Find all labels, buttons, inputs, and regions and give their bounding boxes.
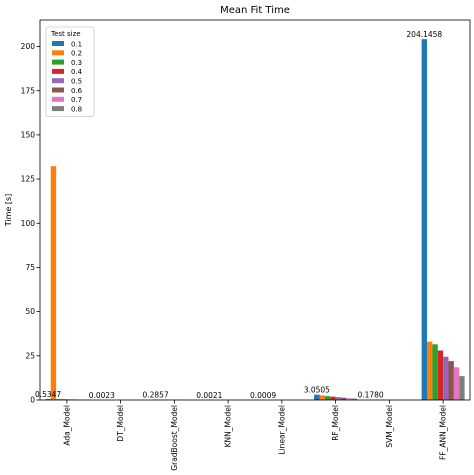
legend: Test size 0.1 0.20.30.4 0.50.60.70.8	[45, 26, 95, 117]
y-tick-label: 150	[21, 130, 36, 139]
legend-label: 0.8	[71, 105, 82, 113]
bar	[346, 398, 352, 400]
bar	[314, 394, 320, 400]
legend-swatch	[52, 106, 64, 112]
bar	[324, 396, 331, 400]
legend-label: 0.5	[71, 78, 82, 86]
bar	[421, 39, 427, 400]
legend-label: 0.1	[71, 40, 82, 48]
x-axis: Ada_Model DT_Model GradBoost_Model KNN_Mode…	[62, 400, 448, 471]
legend-label: 0.6	[71, 87, 83, 95]
y-tick-label: 25	[25, 351, 35, 360]
bar	[448, 361, 454, 400]
y-tick-label: 175	[21, 86, 36, 95]
bar	[437, 350, 444, 400]
y-axis-label: Time [s]	[4, 194, 13, 228]
bar	[459, 376, 465, 400]
y-axis: 0 25 50 75 100 125 150 175 200	[21, 42, 40, 405]
x-tick-label: GradBoost_Model	[170, 405, 179, 471]
bar-value-label: 0.0021	[196, 391, 222, 400]
bar-value-label: 0.0009	[250, 391, 276, 400]
bar	[330, 396, 336, 400]
bar	[50, 166, 57, 400]
bar-value-label: 0.0023	[89, 391, 115, 400]
bar	[341, 397, 347, 400]
bar	[45, 399, 51, 400]
bar	[427, 341, 433, 400]
bar	[56, 399, 62, 400]
y-tick-label: 100	[21, 219, 36, 228]
bar	[319, 395, 325, 400]
bar	[453, 367, 460, 400]
legend-swatch	[52, 41, 64, 46]
legend-swatch	[52, 78, 64, 84]
x-tick-label: Linear_Model	[277, 405, 286, 455]
y-tick-label: 200	[21, 42, 36, 51]
legend-title: Test size	[50, 30, 81, 38]
x-tick-label: SVM_Model	[385, 405, 394, 448]
x-tick-label: RF_Model	[331, 405, 340, 441]
legend-label: 0.4	[71, 68, 83, 76]
x-tick-label: DT_Model	[116, 405, 125, 442]
legend-label: 0.2	[71, 50, 82, 58]
bar-value-label: 3.0505	[304, 386, 330, 395]
bar	[351, 398, 358, 400]
bar-value-label: 0.1780	[357, 391, 383, 400]
legend-swatch	[52, 50, 64, 56]
chart-title: Mean Fit Time	[220, 5, 290, 16]
plot-frame	[39, 19, 471, 401]
bar-value-label: 0.2857	[142, 390, 168, 399]
bar	[432, 344, 438, 400]
legend-box	[45, 26, 95, 117]
y-tick-label: 125	[21, 175, 36, 184]
x-tick-label: KNN_Model	[224, 405, 233, 447]
legend-swatch	[52, 87, 64, 93]
bar	[443, 356, 449, 400]
bar-value-label: 0.5347	[35, 390, 61, 399]
x-tick-label: FF_ANN_Model	[439, 405, 448, 460]
bar-value-label: 204.1458	[406, 30, 442, 39]
x-tick-label: Ada_Model	[62, 405, 71, 446]
legend-swatch	[52, 68, 64, 74]
legend-label: 0.7	[71, 96, 82, 104]
bar	[335, 397, 341, 400]
y-tick-label: 75	[25, 263, 35, 272]
y-tick-label: 50	[25, 307, 35, 316]
legend-label: 0.3	[71, 59, 82, 67]
bars-layer	[45, 39, 465, 400]
bar-labels-layer: 0.5347 0.0023 0.2857 0.0021 0.0009 3.0505 0.17…	[35, 30, 442, 400]
legend-swatch	[52, 59, 64, 65]
legend-swatch	[52, 96, 64, 102]
y-tick-label: 0	[30, 396, 35, 405]
